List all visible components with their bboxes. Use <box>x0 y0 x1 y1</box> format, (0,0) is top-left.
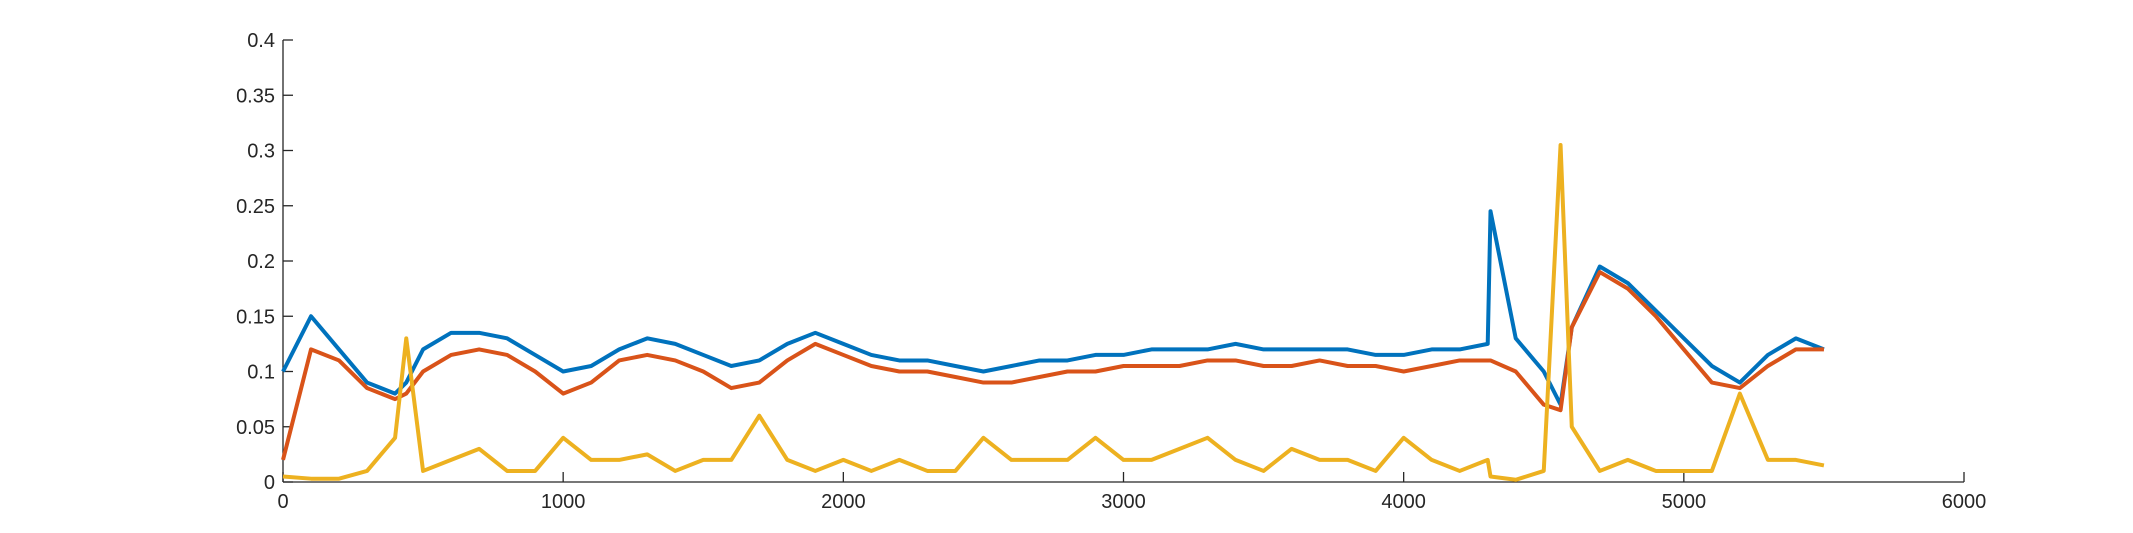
series-line <box>282 142 1825 482</box>
y-tick-label: 0.1 <box>247 362 275 384</box>
y-tick-label: 0.25 <box>236 196 275 218</box>
y-tick-label: 0.35 <box>236 85 275 107</box>
y-tick-label: 0.15 <box>236 306 275 328</box>
x-tick-label: 4000 <box>1381 491 1426 513</box>
y-tick-label: 0.05 <box>236 417 275 439</box>
y-tick-label: 0 <box>264 472 275 494</box>
x-tick-label: 5000 <box>1662 491 1707 513</box>
y-tick-label: 0.2 <box>247 251 275 273</box>
x-tick-label: 2000 <box>821 491 866 513</box>
y-tick-label: 0.3 <box>247 141 275 163</box>
x-tick-label: 3000 <box>1101 491 1146 513</box>
series-line <box>281 270 1824 461</box>
x-tick-label: 0 <box>277 491 288 513</box>
y-tick-label: 0.4 <box>247 30 275 52</box>
x-tick-label: 1000 <box>541 491 586 513</box>
x-tick-label: 6000 <box>1942 491 1987 513</box>
